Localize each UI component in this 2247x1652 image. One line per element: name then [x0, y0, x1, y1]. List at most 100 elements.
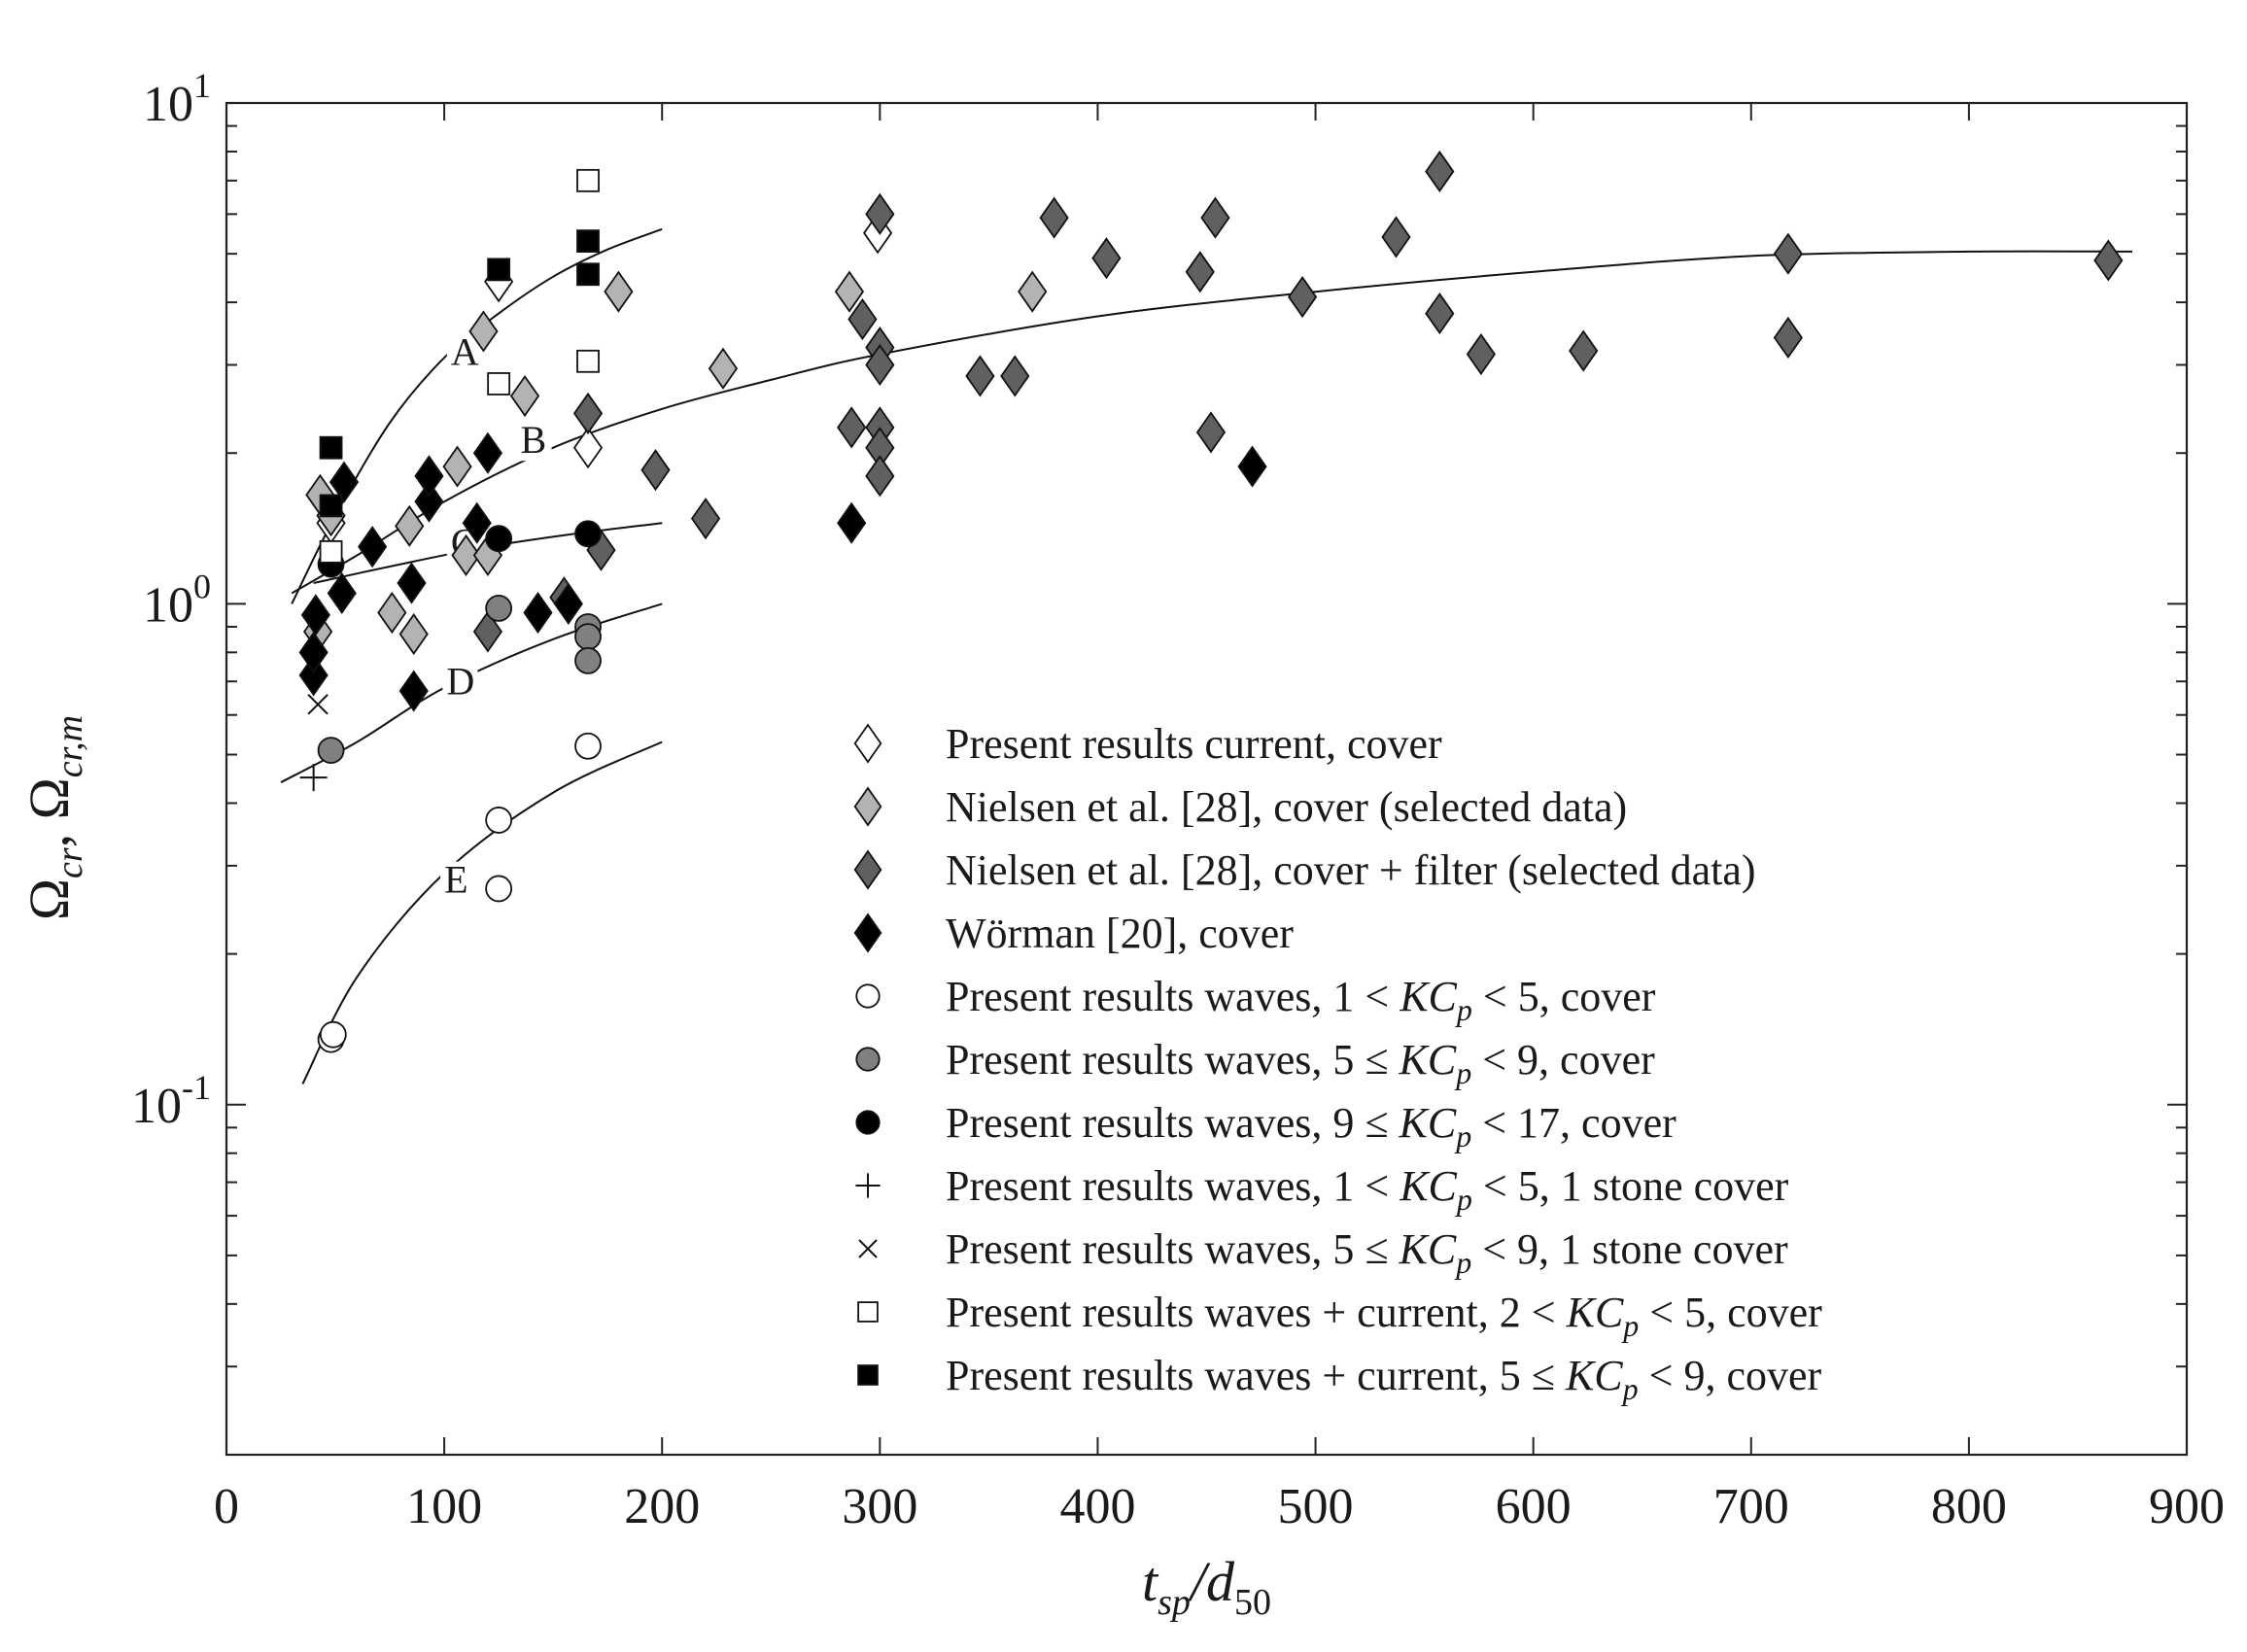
data-point-diamond-s3 — [414, 480, 444, 523]
data-point-diamond-s1 — [442, 445, 472, 488]
data-point-circle-s5 — [574, 646, 602, 674]
legend-marker-circle — [855, 1110, 881, 1135]
data-point-square-s10 — [576, 229, 600, 254]
data-point-diamond-s2 — [1773, 316, 1803, 360]
data-point-square-s10 — [319, 494, 343, 518]
data-point-circle-s4 — [485, 807, 513, 834]
data-point-diamond-s3 — [1237, 445, 1267, 488]
data-point-diamond-s1 — [834, 270, 865, 313]
axis-ticks — [226, 102, 2187, 1456]
data-point-square-s9 — [576, 349, 600, 373]
data-point-diamond-s2 — [865, 343, 895, 387]
y-tick-label: 100 — [143, 567, 211, 633]
data-point-circle-s4 — [485, 875, 513, 903]
x-tick-label: 800 — [1931, 1479, 2007, 1534]
data-point-diamond-s3 — [358, 526, 388, 568]
data-point-circle-s5 — [574, 623, 602, 651]
legend-marker-diamond — [853, 723, 882, 764]
legend-item: Wörman [20], cover — [853, 910, 1294, 957]
data-point-diamond-s3 — [300, 594, 330, 637]
legend-item: Present results waves, 9 ≤ KCp < 17, cov… — [855, 1099, 1677, 1153]
data-point-square-s9 — [576, 168, 600, 192]
data-point-plus-s7 — [299, 764, 328, 792]
curve-label-bg — [442, 663, 478, 703]
legend-item: Present results waves, 1 < KCp < 5, 1 st… — [855, 1162, 1789, 1217]
data-point-diamond-s2 — [1466, 332, 1496, 376]
data-point-diamond-s3 — [398, 670, 429, 712]
x-tick-label: 100 — [406, 1479, 482, 1534]
legend-label: Present results waves, 5 ≤ KCp < 9, cove… — [946, 1036, 1655, 1090]
data-point-circle-s6 — [574, 520, 602, 548]
x-tick-label: 900 — [2149, 1479, 2225, 1534]
data-point-diamond-s3 — [523, 591, 553, 635]
data-point-diamond-s2 — [2093, 239, 2124, 282]
legend-marker-x — [858, 1239, 878, 1258]
data-point-square-s10 — [319, 435, 343, 460]
legend-marker-plus — [855, 1173, 881, 1198]
legend-label: Present results current, cover — [946, 720, 1442, 768]
data-point-diamond-s3 — [472, 431, 503, 474]
y-axis-label: Ωcr, Ωcr,m — [17, 715, 90, 920]
data-point-diamond-s0 — [572, 427, 604, 469]
curve-b — [291, 250, 2133, 595]
data-point-diamond-s3 — [553, 582, 583, 625]
legend-label: Present results waves, 1 < KCp < 5, cove… — [946, 973, 1656, 1027]
curve-label-bg — [516, 422, 552, 462]
legend-label: Present results waves + current, 5 ≤ KCp… — [946, 1352, 1821, 1406]
curve-label-bg — [440, 861, 476, 901]
legend-marker-square — [857, 1364, 879, 1386]
legend-marker-diamond — [853, 849, 882, 890]
legend-item: Present results waves + current, 2 < KCp… — [857, 1289, 1822, 1343]
axes: 0 100 200 300 400 500 600 700 800 900 101 100 10-1 ts… — [17, 66, 2225, 1623]
data-point-diamond-s2 — [1091, 237, 1122, 280]
data-point-diamond-s1 — [604, 270, 634, 313]
legend-marker-circle — [855, 983, 881, 1009]
data-point-diamond-s1 — [468, 310, 499, 353]
legend-item: Nielsen et al. [28], cover + filter (sel… — [853, 846, 1756, 894]
data-point-diamond-s3 — [328, 461, 360, 503]
legend: Present results current, cover Nielsen et… — [853, 720, 1822, 1406]
data-point-square-s10 — [487, 258, 511, 282]
data-point-diamond-s2 — [1425, 150, 1455, 193]
legend-label: Nielsen et al. [28], cover + filter (sel… — [946, 846, 1756, 894]
legend-marker-square — [857, 1301, 879, 1323]
data-point-diamond-s3 — [298, 654, 328, 697]
data-point-diamond-s2 — [865, 192, 895, 235]
x-tick-label: 500 — [1278, 1479, 1354, 1534]
data-point-diamond-s3 — [397, 562, 427, 604]
data-point-diamond-s2 — [1185, 251, 1215, 293]
legend-label: Present results waves + current, 2 < KCp… — [946, 1289, 1822, 1343]
legend-item: Present results waves + current, 5 ≤ KCp… — [857, 1352, 1821, 1406]
x-tick-label: 0 — [214, 1479, 239, 1534]
data-point-square-s9 — [319, 539, 343, 564]
data-point-diamond-s2 — [1381, 216, 1411, 258]
data-point-circle-s4 — [574, 732, 602, 760]
curve-label-b: B — [521, 418, 547, 462]
data-point-x-s8 — [307, 694, 328, 715]
legend-item: Present results waves, 1 < KCp < 5, cove… — [855, 973, 1656, 1027]
data-point-diamond-s2 — [572, 392, 604, 434]
data-point-circle-s5 — [317, 737, 345, 764]
data-point-diamond-s2 — [847, 297, 878, 341]
x-tick-label: 200 — [624, 1479, 700, 1534]
legend-item: Present results current, cover — [853, 720, 1442, 768]
data-point-diamond-s2 — [1425, 293, 1455, 335]
data-point-diamond-s2 — [690, 498, 721, 540]
data-point-diamond-s3 — [462, 501, 492, 544]
data-point-diamond-s2 — [837, 406, 867, 449]
legend-label: Present results waves, 1 < KCp < 5, 1 st… — [946, 1162, 1789, 1217]
legend-marker-circle — [855, 1047, 881, 1072]
legend-label: Present results waves, 9 ≤ KCp < 17, cov… — [946, 1099, 1677, 1153]
x-tick-label: 600 — [1496, 1479, 1572, 1534]
data-point-diamond-s2 — [640, 449, 671, 492]
data-point-diamond-s2 — [1569, 329, 1599, 372]
legend-item: Present results waves, 5 ≤ KCp < 9, cove… — [855, 1036, 1655, 1090]
data-point-square-s9 — [487, 372, 511, 396]
data-point-square-s10 — [576, 262, 600, 287]
data-point-diamond-s2 — [1039, 196, 1069, 239]
data-point-diamond-s1 — [398, 612, 429, 656]
data-point-diamond-s3 — [837, 501, 867, 544]
data-point-diamond-s2 — [472, 610, 503, 653]
